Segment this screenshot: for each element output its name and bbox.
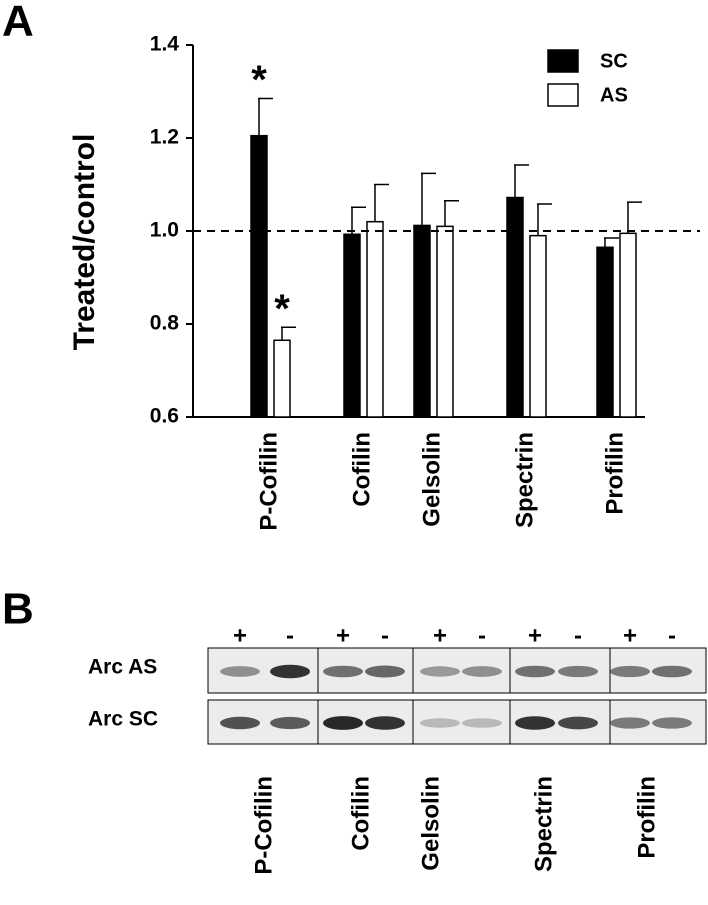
lane-label: + [623, 622, 637, 649]
bar [413, 224, 431, 418]
bar [529, 234, 547, 418]
error-bar [351, 206, 366, 235]
lane-label: - [574, 622, 582, 649]
error-bar [281, 326, 296, 341]
blot-band [365, 716, 405, 730]
significance-marker: * [274, 287, 290, 331]
blot-band [420, 666, 460, 677]
legend-label: SC [600, 50, 628, 72]
bar [619, 232, 637, 418]
error-bar [444, 200, 459, 227]
protein-label: Spectrin [530, 776, 557, 872]
x-tick-label: Gelsolin [418, 432, 445, 527]
blot-band [220, 716, 260, 730]
blot-band [610, 717, 650, 729]
blot-band [270, 716, 310, 730]
row-label: Arc SC [88, 708, 158, 731]
bar [596, 246, 614, 418]
blot-band [610, 665, 650, 678]
y-tick-label: 0.6 [150, 405, 179, 428]
blot-band [652, 717, 692, 729]
y-tick-label: 1.2 [150, 126, 179, 149]
blot-band [270, 664, 310, 679]
blot-band [515, 665, 555, 678]
lane-label: + [433, 622, 447, 649]
bar [436, 225, 454, 418]
blot-band [558, 665, 598, 678]
error-bar [627, 201, 642, 234]
legend-label: AS [600, 84, 628, 106]
legend-swatch [547, 49, 579, 73]
bar [273, 339, 291, 418]
x-tick-label: P-Cofilin [255, 432, 282, 531]
legend-swatch [547, 83, 579, 107]
lane-label: - [286, 622, 294, 649]
protein-label: Gelsolin [417, 776, 444, 871]
blot-band [462, 666, 502, 677]
blot-band [652, 665, 692, 678]
blot-band [515, 716, 555, 730]
error-bar [258, 97, 273, 136]
error-bar [374, 183, 389, 222]
protein-label: P-Cofilin [250, 776, 277, 875]
lane-label: + [336, 622, 350, 649]
y-axis-label: Treated/control [68, 134, 101, 351]
lane-label: + [233, 622, 247, 649]
lane-label: - [668, 622, 676, 649]
blot-band [365, 665, 405, 678]
y-tick-label: 1.0 [150, 219, 179, 242]
x-tick-label: Cofilin [348, 432, 375, 507]
bar [343, 233, 361, 418]
panel-label: B [2, 585, 34, 634]
x-tick-label: Profilin [601, 432, 628, 515]
error-bar [604, 237, 619, 248]
y-tick-label: 0.8 [150, 312, 180, 335]
protein-label: Profilin [633, 776, 660, 859]
lane-label: - [381, 622, 389, 649]
bar [250, 134, 268, 418]
error-bar [421, 172, 436, 226]
blot-band [323, 665, 363, 678]
y-tick-label: 1.4 [150, 33, 180, 56]
significance-marker: * [251, 58, 267, 102]
error-bar [514, 164, 529, 198]
panel-label: A [2, 0, 34, 46]
protein-label: Cofilin [347, 776, 374, 851]
bar [366, 220, 384, 418]
blot-band [462, 718, 502, 728]
bar [506, 196, 524, 418]
error-bar [537, 203, 552, 236]
blot-band [420, 718, 460, 728]
lane-label: + [528, 622, 542, 649]
blot-band [220, 666, 260, 677]
row-label: Arc AS [88, 656, 157, 679]
x-tick-label: Spectrin [511, 432, 538, 528]
blot-band [323, 716, 363, 730]
blot-band [558, 716, 598, 730]
lane-label: - [478, 622, 486, 649]
